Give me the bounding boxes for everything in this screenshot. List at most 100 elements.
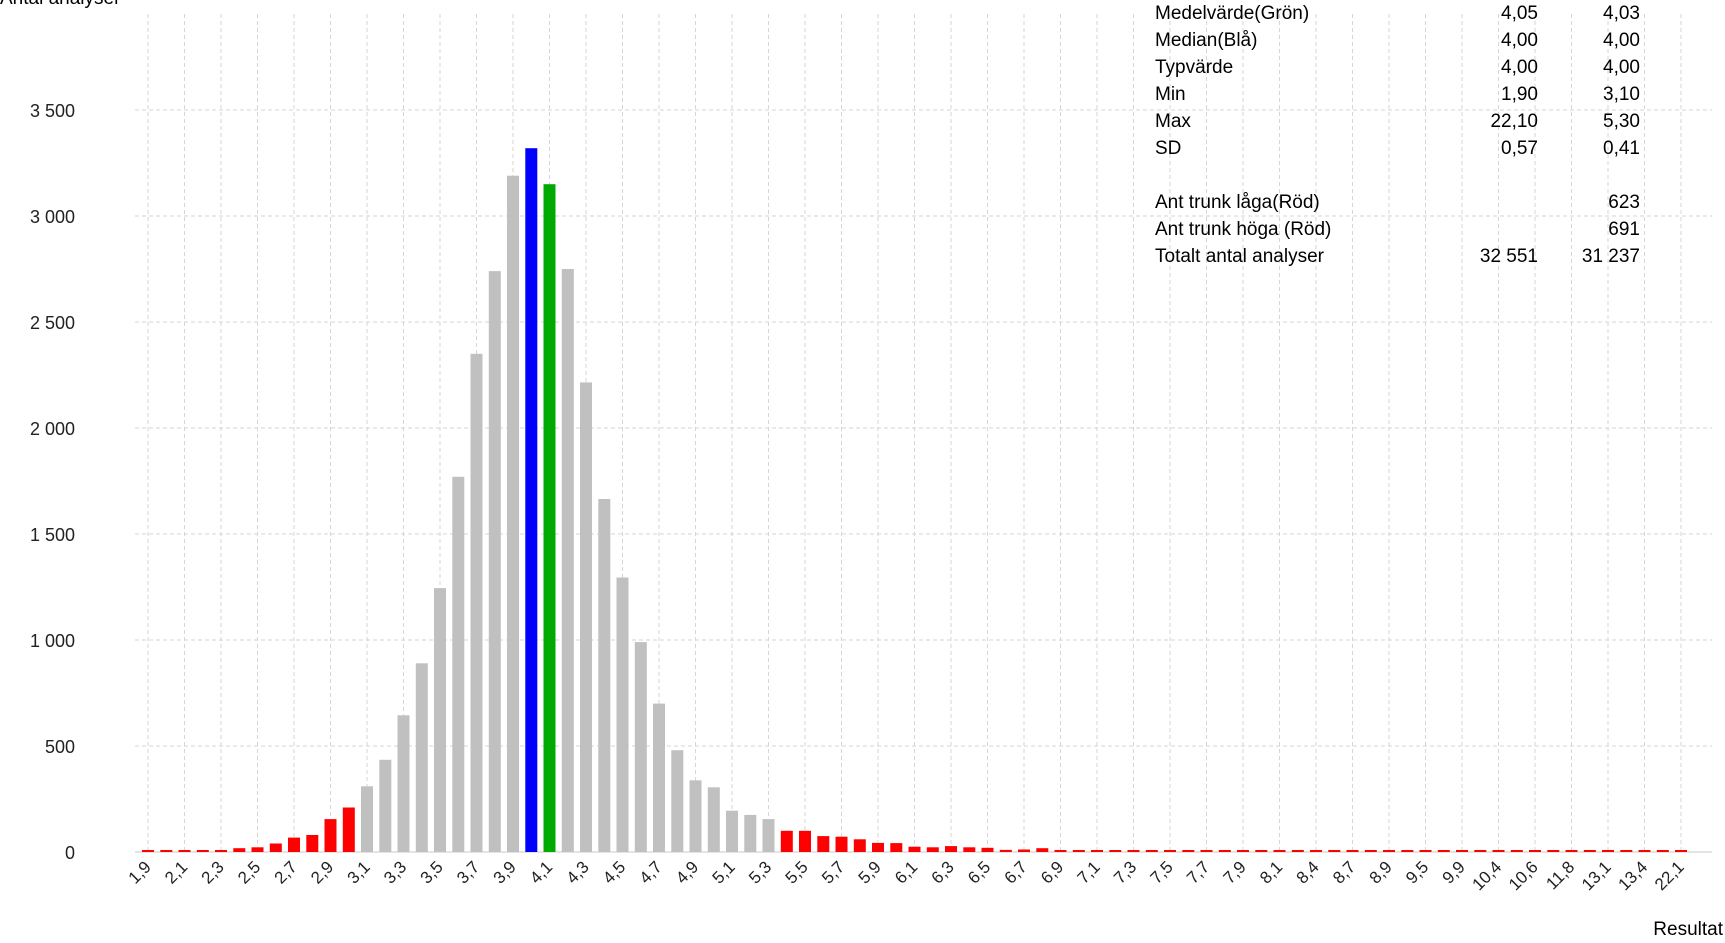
histogram-bar: [178, 850, 191, 852]
histogram-bar: [780, 830, 793, 852]
stats-row: Ant trunk höga (Röd) 691: [1155, 216, 1640, 243]
x-tick-label: 2,3: [198, 857, 228, 887]
histogram-bar: [908, 846, 921, 852]
histogram-bar: [342, 807, 355, 852]
histogram-bar: [634, 642, 647, 852]
bars: [142, 148, 1687, 853]
histogram-bar: [580, 382, 592, 852]
stats-value-1: 4,00: [1501, 57, 1538, 78]
x-tick-label: 7,7: [1183, 857, 1213, 887]
stats-value-1: [1380, 189, 1538, 216]
stats-value-1: [1380, 216, 1538, 243]
y-tick-labels: 0 500 1 000 1 500 2 000 2 500 3 000 3 500: [30, 101, 75, 863]
x-tick-label: 9,5: [1402, 857, 1432, 887]
histogram-bar: [1200, 850, 1213, 852]
histogram-bar: [1583, 850, 1596, 852]
y-tick-label: 500: [45, 737, 75, 757]
stats-label: Max: [1155, 111, 1191, 132]
histogram-bar: [142, 850, 154, 852]
histogram-bar: [762, 819, 775, 852]
histogram-bar: [269, 843, 282, 852]
x-tick-label: 2,9: [307, 857, 337, 887]
x-tick-label: 2,5: [234, 857, 264, 887]
histogram-bar: [160, 850, 173, 852]
statistics-table: Medelvärde(Grön) 4,05 4,03 Median(Blå) 4,00…: [1155, 0, 1640, 270]
histogram-bar: [1310, 850, 1322, 852]
y-tick-label: 1 000: [30, 631, 75, 651]
x-tick-label: 13,1: [1578, 857, 1615, 894]
histogram-bar: [1565, 850, 1578, 852]
stats-row: Max 22,10 5,30: [1155, 108, 1640, 135]
stats-row: Min 1,90 3,10: [1155, 81, 1640, 108]
x-tick-label: 22,1: [1651, 857, 1688, 894]
x-tick-label: 4,3: [563, 857, 593, 887]
histogram-bar: [1675, 850, 1687, 852]
stats-row: Medelvärde(Grön) 4,05 4,03: [1155, 0, 1640, 27]
histogram-bar: [707, 787, 720, 852]
histogram-bar: [653, 703, 665, 852]
histogram-bar: [324, 819, 337, 852]
histogram-bar: [671, 750, 684, 852]
histogram-bar: [452, 476, 465, 852]
histogram-bar: [1255, 850, 1268, 852]
x-tick-label: 10,6: [1505, 857, 1542, 894]
histogram-bar: [397, 715, 410, 852]
histogram-bar: [1218, 850, 1231, 852]
histogram-bar: [1474, 850, 1487, 852]
histogram-bar: [689, 780, 702, 852]
histogram-bar: [1510, 850, 1523, 852]
x-tick-label: 3,1: [344, 857, 374, 887]
x-tick-label: 9,9: [1439, 857, 1469, 887]
histogram-bar: [616, 577, 629, 852]
stats-label: SD: [1155, 138, 1182, 159]
stats-value-2: 4,00: [1603, 30, 1640, 51]
stats-value-2: 4,00: [1603, 57, 1640, 78]
x-tick-label: 1,9: [125, 857, 155, 887]
histogram-bar: [1054, 850, 1067, 852]
x-tick-label: 8,7: [1329, 857, 1359, 887]
histogram-bar: [1620, 850, 1633, 852]
histogram-bar: [379, 759, 392, 852]
stats-value-1: 32 551: [1479, 246, 1538, 267]
x-tick-label: 5,1: [709, 857, 739, 887]
y-tick-label: 3 000: [30, 207, 75, 227]
x-tick-label: 4,7: [636, 857, 666, 887]
stats-row: Median(Blå) 4,00 4,00: [1155, 27, 1640, 54]
histogram-bar: [598, 499, 611, 852]
histogram-bar: [1383, 850, 1395, 852]
histogram-bar: [1291, 850, 1304, 852]
x-tick-label: 8,4: [1293, 857, 1323, 887]
histogram-bar: [1401, 850, 1414, 852]
y-tick-label: 3 500: [30, 101, 75, 121]
stats-value-2: 3,10: [1603, 84, 1640, 105]
stats-label: Median(Blå): [1155, 30, 1258, 51]
histogram-bar: [525, 148, 538, 852]
stats-label: Medelvärde(Grön): [1155, 3, 1310, 24]
x-tick-label: 6,7: [1001, 857, 1031, 887]
histogram-bar: [1072, 850, 1085, 852]
y-tick-label: 1 500: [30, 525, 75, 545]
y-tick-label: 0: [65, 843, 75, 863]
histogram-bar: [726, 810, 738, 852]
x-tick-label: 5,5: [782, 857, 812, 887]
x-tick-label: 8,9: [1366, 857, 1396, 887]
histogram-bar: [999, 849, 1012, 852]
stats-label: Typvärde: [1155, 57, 1234, 78]
x-tick-label: 11,8: [1542, 857, 1578, 893]
x-tick-label: 8,1: [1256, 857, 1286, 887]
stats-row: SD 0,57 0,41: [1155, 135, 1640, 162]
stats-value-2: 691: [1608, 219, 1640, 240]
x-tick-label: 3,7: [453, 857, 483, 887]
x-tick-label: 6,1: [891, 857, 921, 887]
stats-spacer: [1155, 162, 1640, 189]
histogram-bar: [963, 847, 976, 852]
stats-value-1: 4,00: [1501, 30, 1538, 51]
histogram-bar: [817, 836, 830, 852]
histogram-bar: [1492, 850, 1505, 852]
histogram-bar: [1419, 850, 1432, 852]
histogram-bar: [1364, 850, 1377, 852]
x-axis-title: Resultat: [1653, 919, 1723, 940]
y-axis-title: Antal analyser: [0, 0, 120, 10]
histogram-bar: [926, 847, 939, 852]
